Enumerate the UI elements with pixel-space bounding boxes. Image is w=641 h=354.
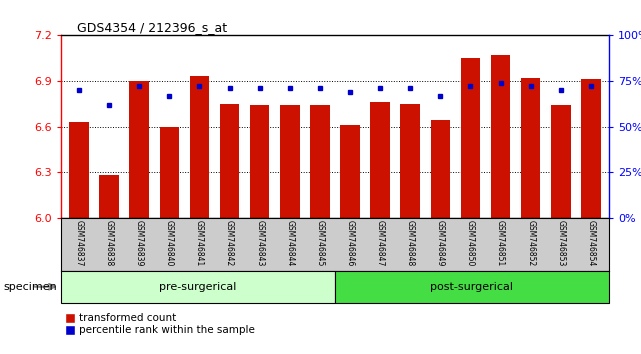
- Text: GSM746846: GSM746846: [345, 220, 354, 267]
- Text: GSM746853: GSM746853: [556, 220, 565, 267]
- Text: GSM746848: GSM746848: [406, 220, 415, 267]
- Text: GSM746837: GSM746837: [74, 220, 83, 267]
- Bar: [401, 104, 420, 218]
- Bar: [99, 175, 119, 218]
- Bar: [280, 105, 299, 218]
- Text: GSM746847: GSM746847: [376, 220, 385, 267]
- Bar: [69, 122, 88, 218]
- Bar: [310, 105, 329, 218]
- Text: GSM746849: GSM746849: [436, 220, 445, 267]
- Bar: [220, 104, 239, 218]
- Text: GDS4354 / 212396_s_at: GDS4354 / 212396_s_at: [78, 21, 228, 34]
- Text: GSM746842: GSM746842: [225, 220, 234, 267]
- Bar: [551, 105, 570, 218]
- Bar: [61, 271, 335, 303]
- Text: specimen: specimen: [3, 282, 57, 292]
- Bar: [335, 271, 609, 303]
- Text: GSM746845: GSM746845: [315, 220, 324, 267]
- Text: GSM746839: GSM746839: [135, 220, 144, 267]
- Bar: [521, 78, 540, 218]
- Text: pre-surgerical: pre-surgerical: [159, 282, 237, 292]
- Text: GSM746841: GSM746841: [195, 220, 204, 267]
- Bar: [431, 120, 450, 218]
- Bar: [461, 58, 480, 218]
- Bar: [160, 127, 179, 218]
- Text: GSM746843: GSM746843: [255, 220, 264, 267]
- Bar: [190, 76, 209, 218]
- Legend: transformed count, percentile rank within the sample: transformed count, percentile rank withi…: [66, 313, 254, 335]
- Text: GSM746852: GSM746852: [526, 220, 535, 267]
- Bar: [129, 81, 149, 218]
- Text: GSM746851: GSM746851: [496, 220, 505, 267]
- Text: GSM746838: GSM746838: [104, 220, 113, 267]
- Bar: [370, 102, 390, 218]
- Text: GSM746854: GSM746854: [587, 220, 595, 267]
- Bar: [581, 79, 601, 218]
- Bar: [340, 125, 360, 218]
- Bar: [250, 105, 269, 218]
- Text: post-surgerical: post-surgerical: [431, 282, 513, 292]
- Bar: [491, 55, 510, 218]
- Text: GSM746844: GSM746844: [285, 220, 294, 267]
- Text: GSM746850: GSM746850: [466, 220, 475, 267]
- Text: GSM746840: GSM746840: [165, 220, 174, 267]
